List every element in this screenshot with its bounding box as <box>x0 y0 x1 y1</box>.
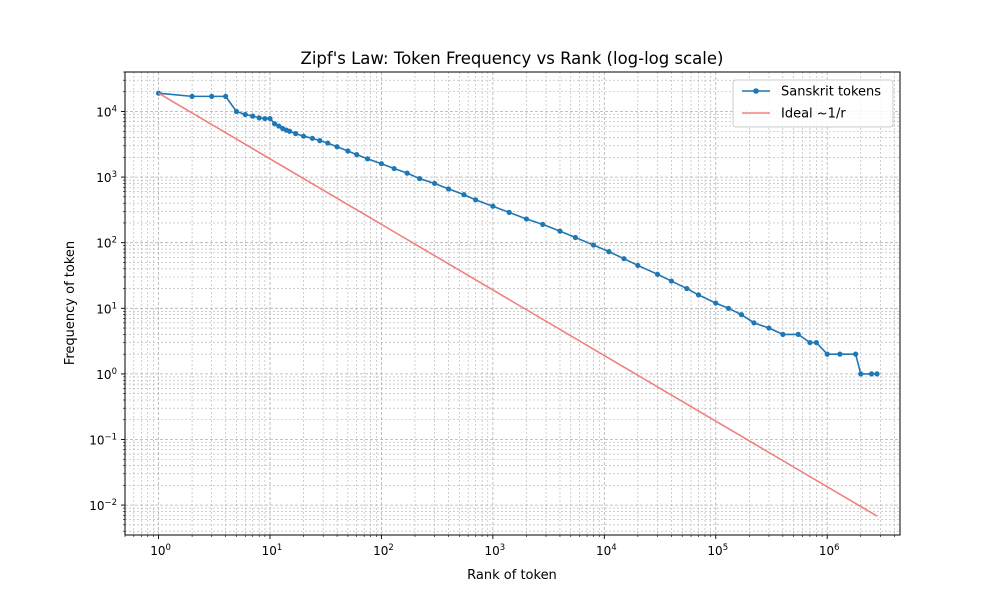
sanskrit-data-point <box>540 221 546 228</box>
sanskrit-data-point <box>354 152 360 158</box>
sanskrit-data-point <box>654 271 661 277</box>
x-tick-label: 101 <box>262 543 283 558</box>
sanskrit-data-point <box>391 165 397 172</box>
sanskrit-data-point <box>824 351 830 357</box>
chart-title: Zipf's Law: Token Frequency vs Rank (log… <box>301 49 724 68</box>
y-tick-label: 104 <box>96 104 117 119</box>
sanskrit-data-point <box>572 234 578 241</box>
sanskrit-data-point <box>432 180 438 187</box>
sanskrit-data-point <box>780 331 786 337</box>
ticks: 100 101 102 103 104 105 106 10−2 10−1 100 101 102 10… <box>89 71 895 558</box>
sanskrit-data-point <box>668 278 675 284</box>
sanskrit-data-point <box>445 186 452 192</box>
sanskrit-data-point <box>334 144 340 150</box>
sanskrit-data-point <box>807 339 813 346</box>
legend-box <box>732 79 894 128</box>
x-tick-label: 104 <box>596 543 617 558</box>
sanskrit-data-point <box>233 108 240 115</box>
sanskrit-data-point <box>378 161 385 167</box>
sanskrit-data-point <box>345 148 351 154</box>
sanskrit-data-point <box>293 131 299 137</box>
legend-marker-sanskrit <box>753 88 759 94</box>
sanskrit-data-point <box>461 192 467 198</box>
sanskrit-data-point <box>725 305 732 311</box>
x-tick-label: 100 <box>150 543 171 558</box>
sanskrit-data-point <box>837 351 843 357</box>
sanskrit-data-point <box>523 216 530 222</box>
sanskrit-data-point <box>621 256 627 262</box>
sanskrit-data-point <box>490 203 496 209</box>
sanskrit-data-point <box>606 249 612 255</box>
axes-frame <box>124 71 901 536</box>
sanskrit-data-point <box>272 121 278 127</box>
sanskrit-data-point <box>300 133 307 139</box>
sanskrit-data-point <box>557 228 563 234</box>
sanskrit-data-point <box>874 371 880 377</box>
sanskrit-data-point <box>473 197 479 203</box>
sanskrit-data-point <box>364 156 371 162</box>
sanskrit-data-point <box>858 371 864 377</box>
y-tick-label: 102 <box>96 236 117 251</box>
sanskrit-data-point <box>404 170 410 176</box>
legend-label-ideal: Ideal ~1/r <box>781 107 846 122</box>
legend: Sanskrit tokens Ideal ~1/r <box>732 79 894 128</box>
sanskrit-data-point <box>189 93 195 99</box>
grid <box>124 71 900 535</box>
y-tick-label: 101 <box>96 301 117 316</box>
sanskrit-data-point <box>287 128 293 134</box>
sanskrit-data-point <box>276 123 282 129</box>
x-tick-label: 103 <box>485 543 506 558</box>
sanskrit-data-point <box>256 115 262 121</box>
x-tick-label: 105 <box>707 543 728 558</box>
sanskrit-data-point <box>262 115 268 122</box>
plot-series <box>155 90 880 517</box>
sanskrit-data-point <box>590 242 597 248</box>
x-tick-label: 102 <box>373 543 394 558</box>
sanskrit-data-point <box>325 140 331 146</box>
sanskrit-data-point <box>209 93 215 99</box>
sanskrit-data-point <box>506 209 512 215</box>
sanskrit-data-point <box>267 115 273 122</box>
sanskrit-data-point <box>250 113 256 119</box>
sanskrit-data-point <box>795 331 801 337</box>
y-tick-label: 103 <box>96 170 117 185</box>
sanskrit-data-point <box>416 175 423 182</box>
sanskrit-data-point <box>853 351 859 357</box>
y-tick-label: 10−1 <box>89 432 117 447</box>
sanskrit-data-point <box>868 371 875 377</box>
legend-label-sanskrit: Sanskrit tokens <box>781 85 881 100</box>
ideal-1-over-r-line <box>158 92 878 517</box>
sanskrit-data-point <box>684 285 690 292</box>
sanskrit-data-point <box>738 312 745 318</box>
sanskrit-data-point <box>713 300 719 306</box>
y-tick-label: 10−2 <box>89 498 117 513</box>
sanskrit-data-point <box>309 135 315 141</box>
sanskrit-data-point <box>317 138 323 144</box>
sanskrit-data-point <box>813 339 820 346</box>
y-tick-label: 100 <box>96 367 117 382</box>
sanskrit-data-point <box>242 111 248 118</box>
sanskrit-data-point <box>635 262 641 269</box>
sanskrit-data-point <box>695 292 702 298</box>
sanskrit-data-point <box>766 325 772 331</box>
x-tick-label: 106 <box>819 543 840 558</box>
y-axis-label: Frequency of token <box>63 241 78 365</box>
sanskrit-data-point <box>223 93 229 99</box>
sanskrit-data-point <box>751 320 757 326</box>
x-axis-label: Rank of token <box>467 568 557 583</box>
